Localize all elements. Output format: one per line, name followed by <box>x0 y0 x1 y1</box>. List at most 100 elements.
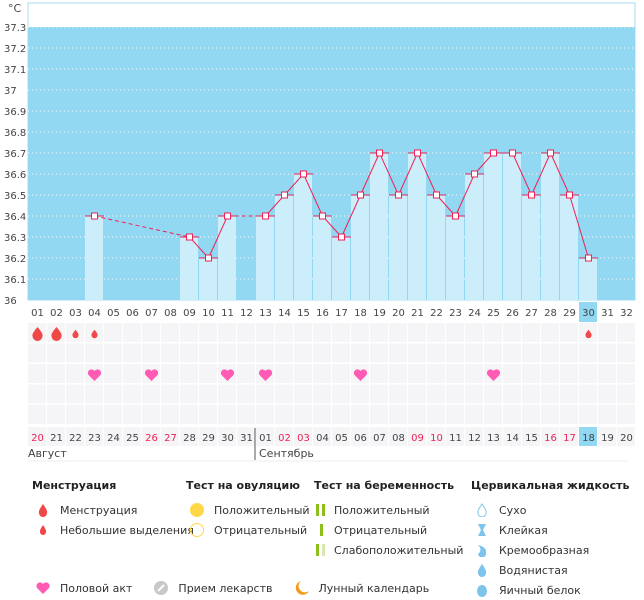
grid-cell <box>408 323 426 342</box>
grid-cell <box>47 364 65 383</box>
grid-cell <box>389 384 407 404</box>
date-cell <box>408 427 426 446</box>
grid-cell <box>427 323 445 342</box>
dry-icon <box>471 503 493 517</box>
calendar-date: 14 <box>506 433 519 444</box>
y-tick-label: 36.3 <box>4 233 26 244</box>
creamy-icon <box>471 543 493 557</box>
grid-cell <box>465 384 483 404</box>
cycle-day-label: 31 <box>601 308 614 319</box>
heart-icon <box>486 369 501 381</box>
calendar-date: 05 <box>335 433 348 444</box>
grid-cell <box>617 364 635 383</box>
grid-cell <box>408 405 426 424</box>
temperature-line <box>94 215 190 238</box>
legend-item: Яичный белок <box>499 583 581 597</box>
grid-cell <box>237 384 255 404</box>
grid-cell <box>446 364 464 383</box>
temperature-line <box>455 173 475 217</box>
temperature-bar <box>579 258 597 300</box>
grid-cell <box>503 343 521 363</box>
grid-cell <box>484 384 502 404</box>
date-cell <box>484 427 502 446</box>
heart-icon <box>258 369 273 381</box>
y-tick-label: 36.8 <box>4 128 26 139</box>
grid-cell <box>370 343 388 363</box>
filled-circle-icon <box>186 502 208 518</box>
temperature-point <box>414 149 421 157</box>
calendar-date: 17 <box>563 433 576 444</box>
grid-cell <box>218 343 236 363</box>
grid-cell <box>617 405 635 424</box>
grid-cell <box>484 343 502 363</box>
grid-cell <box>123 384 141 404</box>
grid-cell <box>408 384 426 404</box>
calendar-date: 25 <box>126 433 139 444</box>
grid-cell <box>47 384 65 404</box>
cycle-day-label: 30 <box>582 308 595 319</box>
grid-cell <box>123 323 141 342</box>
calendar-date: 08 <box>392 433 405 444</box>
temperature-bar <box>503 153 521 300</box>
grid-cell <box>180 323 198 342</box>
y-tick-label: 36.4 <box>4 212 26 223</box>
grid-cell <box>142 405 160 424</box>
temperature-line <box>531 152 551 196</box>
date-cell <box>275 427 293 446</box>
sticky-icon <box>471 523 493 537</box>
grid-cell <box>218 384 236 404</box>
temperature-point <box>300 170 307 178</box>
cycle-day-label: 17 <box>335 308 348 319</box>
date-cell <box>465 427 483 446</box>
cycle-day-label: 28 <box>544 308 557 319</box>
grid-cell <box>541 343 559 363</box>
grid-cell <box>389 405 407 424</box>
y-tick-label: 36.5 <box>4 191 26 202</box>
cycle-day-label: 09 <box>183 308 196 319</box>
grid-cell <box>446 343 464 363</box>
cycle-day-label: 03 <box>69 308 82 319</box>
menstruation-drop-icon <box>32 327 43 342</box>
grid-cell <box>142 323 160 342</box>
heart-icon <box>32 581 54 595</box>
heart-icon <box>87 369 102 381</box>
grid-cell <box>294 364 312 383</box>
grid-cell <box>28 343 46 363</box>
cycle-day-label: 02 <box>50 308 63 319</box>
grid-cell <box>427 364 445 383</box>
cycle-day-label: 05 <box>107 308 120 319</box>
temperature-line <box>341 194 361 238</box>
temperature-line <box>398 152 418 196</box>
calendar-date: 07 <box>373 433 386 444</box>
grid-cell <box>47 343 65 363</box>
spotting-drop-icon <box>91 329 98 339</box>
temperature-point <box>205 254 212 262</box>
y-tick-label: 36.1 <box>4 275 26 286</box>
grid-cell <box>541 323 559 342</box>
month-label-september: Сентябрь <box>259 447 314 460</box>
temperature-point <box>338 233 345 241</box>
grid-cell <box>503 323 521 342</box>
grid-cell <box>47 405 65 424</box>
date-cell <box>370 427 388 446</box>
temperature-bar <box>541 153 559 300</box>
calendar-date: 09 <box>411 433 424 444</box>
grid-cell <box>161 343 179 363</box>
y-tick-label: 37.3 <box>4 23 26 34</box>
grid-cell <box>541 405 559 424</box>
legend-ovulation: Тест на овуляцию Положительный Отрицател… <box>186 479 310 540</box>
grid-cell <box>541 364 559 383</box>
temperature-point <box>224 212 231 220</box>
grid-cell <box>256 405 274 424</box>
legend-item: Отрицательный <box>334 523 428 537</box>
grid-cell <box>66 405 84 424</box>
grid-cell <box>579 364 597 383</box>
egg-white-icon <box>471 583 493 597</box>
legend-item: Лунный календарь <box>318 581 430 595</box>
date-cell <box>446 427 464 446</box>
grid-cell <box>199 323 217 342</box>
cycle-day-label: 12 <box>240 308 253 319</box>
date-cell <box>294 427 312 446</box>
grid-cell <box>560 343 578 363</box>
empty-circle-icon <box>186 522 208 538</box>
